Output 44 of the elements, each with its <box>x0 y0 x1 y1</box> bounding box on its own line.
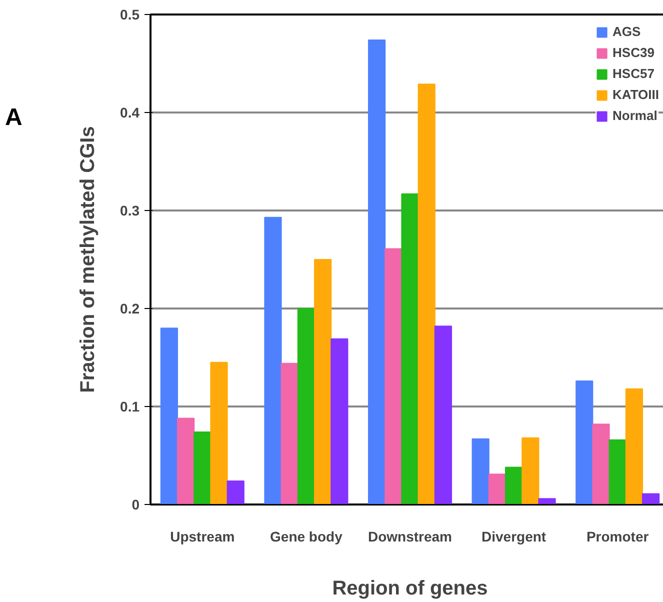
x-tick-label: Promoter <box>586 528 650 544</box>
x-axis-title: Region of genes <box>332 578 488 600</box>
legend-label: KATOIII <box>612 87 659 102</box>
bar <box>625 388 644 504</box>
bar <box>264 216 282 504</box>
legend-label: Normal <box>612 108 658 123</box>
y-tick-label: 0.4 <box>120 104 140 120</box>
y-tick-label: 0.5 <box>120 6 140 22</box>
bar <box>160 328 178 504</box>
bar <box>504 466 523 504</box>
legend-label: AGS <box>612 24 641 39</box>
bar <box>194 431 212 504</box>
bar <box>488 474 506 504</box>
bar <box>401 193 419 504</box>
bar <box>368 39 386 504</box>
text: A <box>5 103 22 133</box>
y-tick-label: 0.1 <box>120 398 140 414</box>
bar <box>592 424 610 504</box>
bar <box>210 362 228 504</box>
bar <box>384 248 402 504</box>
bar <box>522 437 540 504</box>
bar <box>176 418 195 504</box>
legend-label: HSC57 <box>612 66 654 81</box>
bar <box>538 498 556 504</box>
y-axis-title: Fraction of methylated CGIs <box>77 126 100 393</box>
bar <box>418 84 436 504</box>
x-tick-label: Downstream <box>368 528 452 544</box>
x-tick-label: Gene body <box>270 528 343 544</box>
x-tick-label: Upstream <box>170 528 235 544</box>
y-tick-label: 0.3 <box>120 202 140 218</box>
bar <box>576 380 594 504</box>
x-tick-label: Divergent <box>482 528 546 544</box>
bar <box>297 308 316 504</box>
bar <box>608 439 626 504</box>
bar <box>642 493 660 504</box>
y-tick-label: 0 <box>132 496 140 512</box>
bar <box>434 326 452 504</box>
legend-label: HSC39 <box>612 45 654 60</box>
bar <box>314 259 332 504</box>
bar <box>280 362 298 504</box>
y-tick-label: 0.2 <box>120 300 140 316</box>
bar <box>472 438 490 504</box>
bar <box>226 480 244 504</box>
bar <box>330 338 348 504</box>
